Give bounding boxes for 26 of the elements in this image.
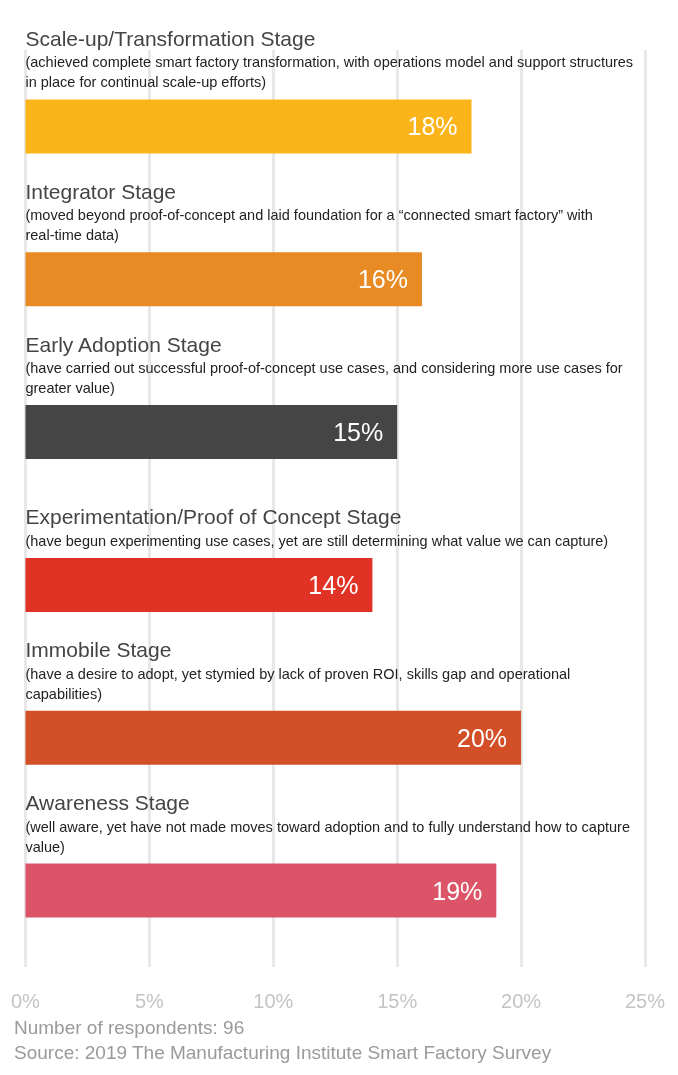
y-tick-label: Early Adoption Stage xyxy=(25,332,222,356)
annotation: (moved beyond proof-of-concept and laid foundation for a “connected smart factory” with real-time data) xyxy=(25,207,593,244)
y-tick-label: Experimentation/Proof of Concept Stage xyxy=(25,505,402,529)
annotation: (achieved complete smart factory transformation, with operations model and support structures in place for continual scale-up efforts) xyxy=(25,54,634,91)
data-label: 20% xyxy=(457,723,508,752)
y-tick-label: Awareness Stage xyxy=(25,791,190,815)
data-label: 16% xyxy=(357,265,408,294)
annotation: (well aware, yet have not made moves toward adoption and to fully understand how to capture value) xyxy=(25,818,630,855)
y-tick-label: Scale-up/Transformation Stage xyxy=(25,26,316,50)
data-label: 18% xyxy=(407,112,458,141)
y-tick-label: Immobile Stage xyxy=(25,638,172,662)
x-tick-label: 25% xyxy=(624,990,666,1012)
data-label: 19% xyxy=(432,876,483,905)
data-label: 15% xyxy=(333,418,384,447)
source-note: Source: 2019 The Manufacturing Institute Smart Factory Survey xyxy=(14,1042,552,1063)
x-tick-label: 10% xyxy=(253,990,294,1012)
x-tick-label: 20% xyxy=(501,990,542,1012)
text: Number of respondents: 96 xyxy=(14,1017,245,1038)
annotation: (have begun experimenting use cases, yet are still determining what value we can capture) xyxy=(25,532,609,549)
y-tick-label: Integrator Stage xyxy=(25,179,177,203)
x-tick-label: 0% xyxy=(11,990,41,1012)
data-label: 14% xyxy=(308,570,359,599)
annotation: (have carried out successful proof-of-concept use cases, and considering more use cases for greater value) xyxy=(25,360,623,397)
x-tick-label: 15% xyxy=(377,990,418,1012)
annotation: (have a desire to adopt, yet stymied by lack of proven ROI, skills gap and operational capabilities) xyxy=(25,665,571,702)
x-tick-label: 5% xyxy=(134,990,165,1012)
